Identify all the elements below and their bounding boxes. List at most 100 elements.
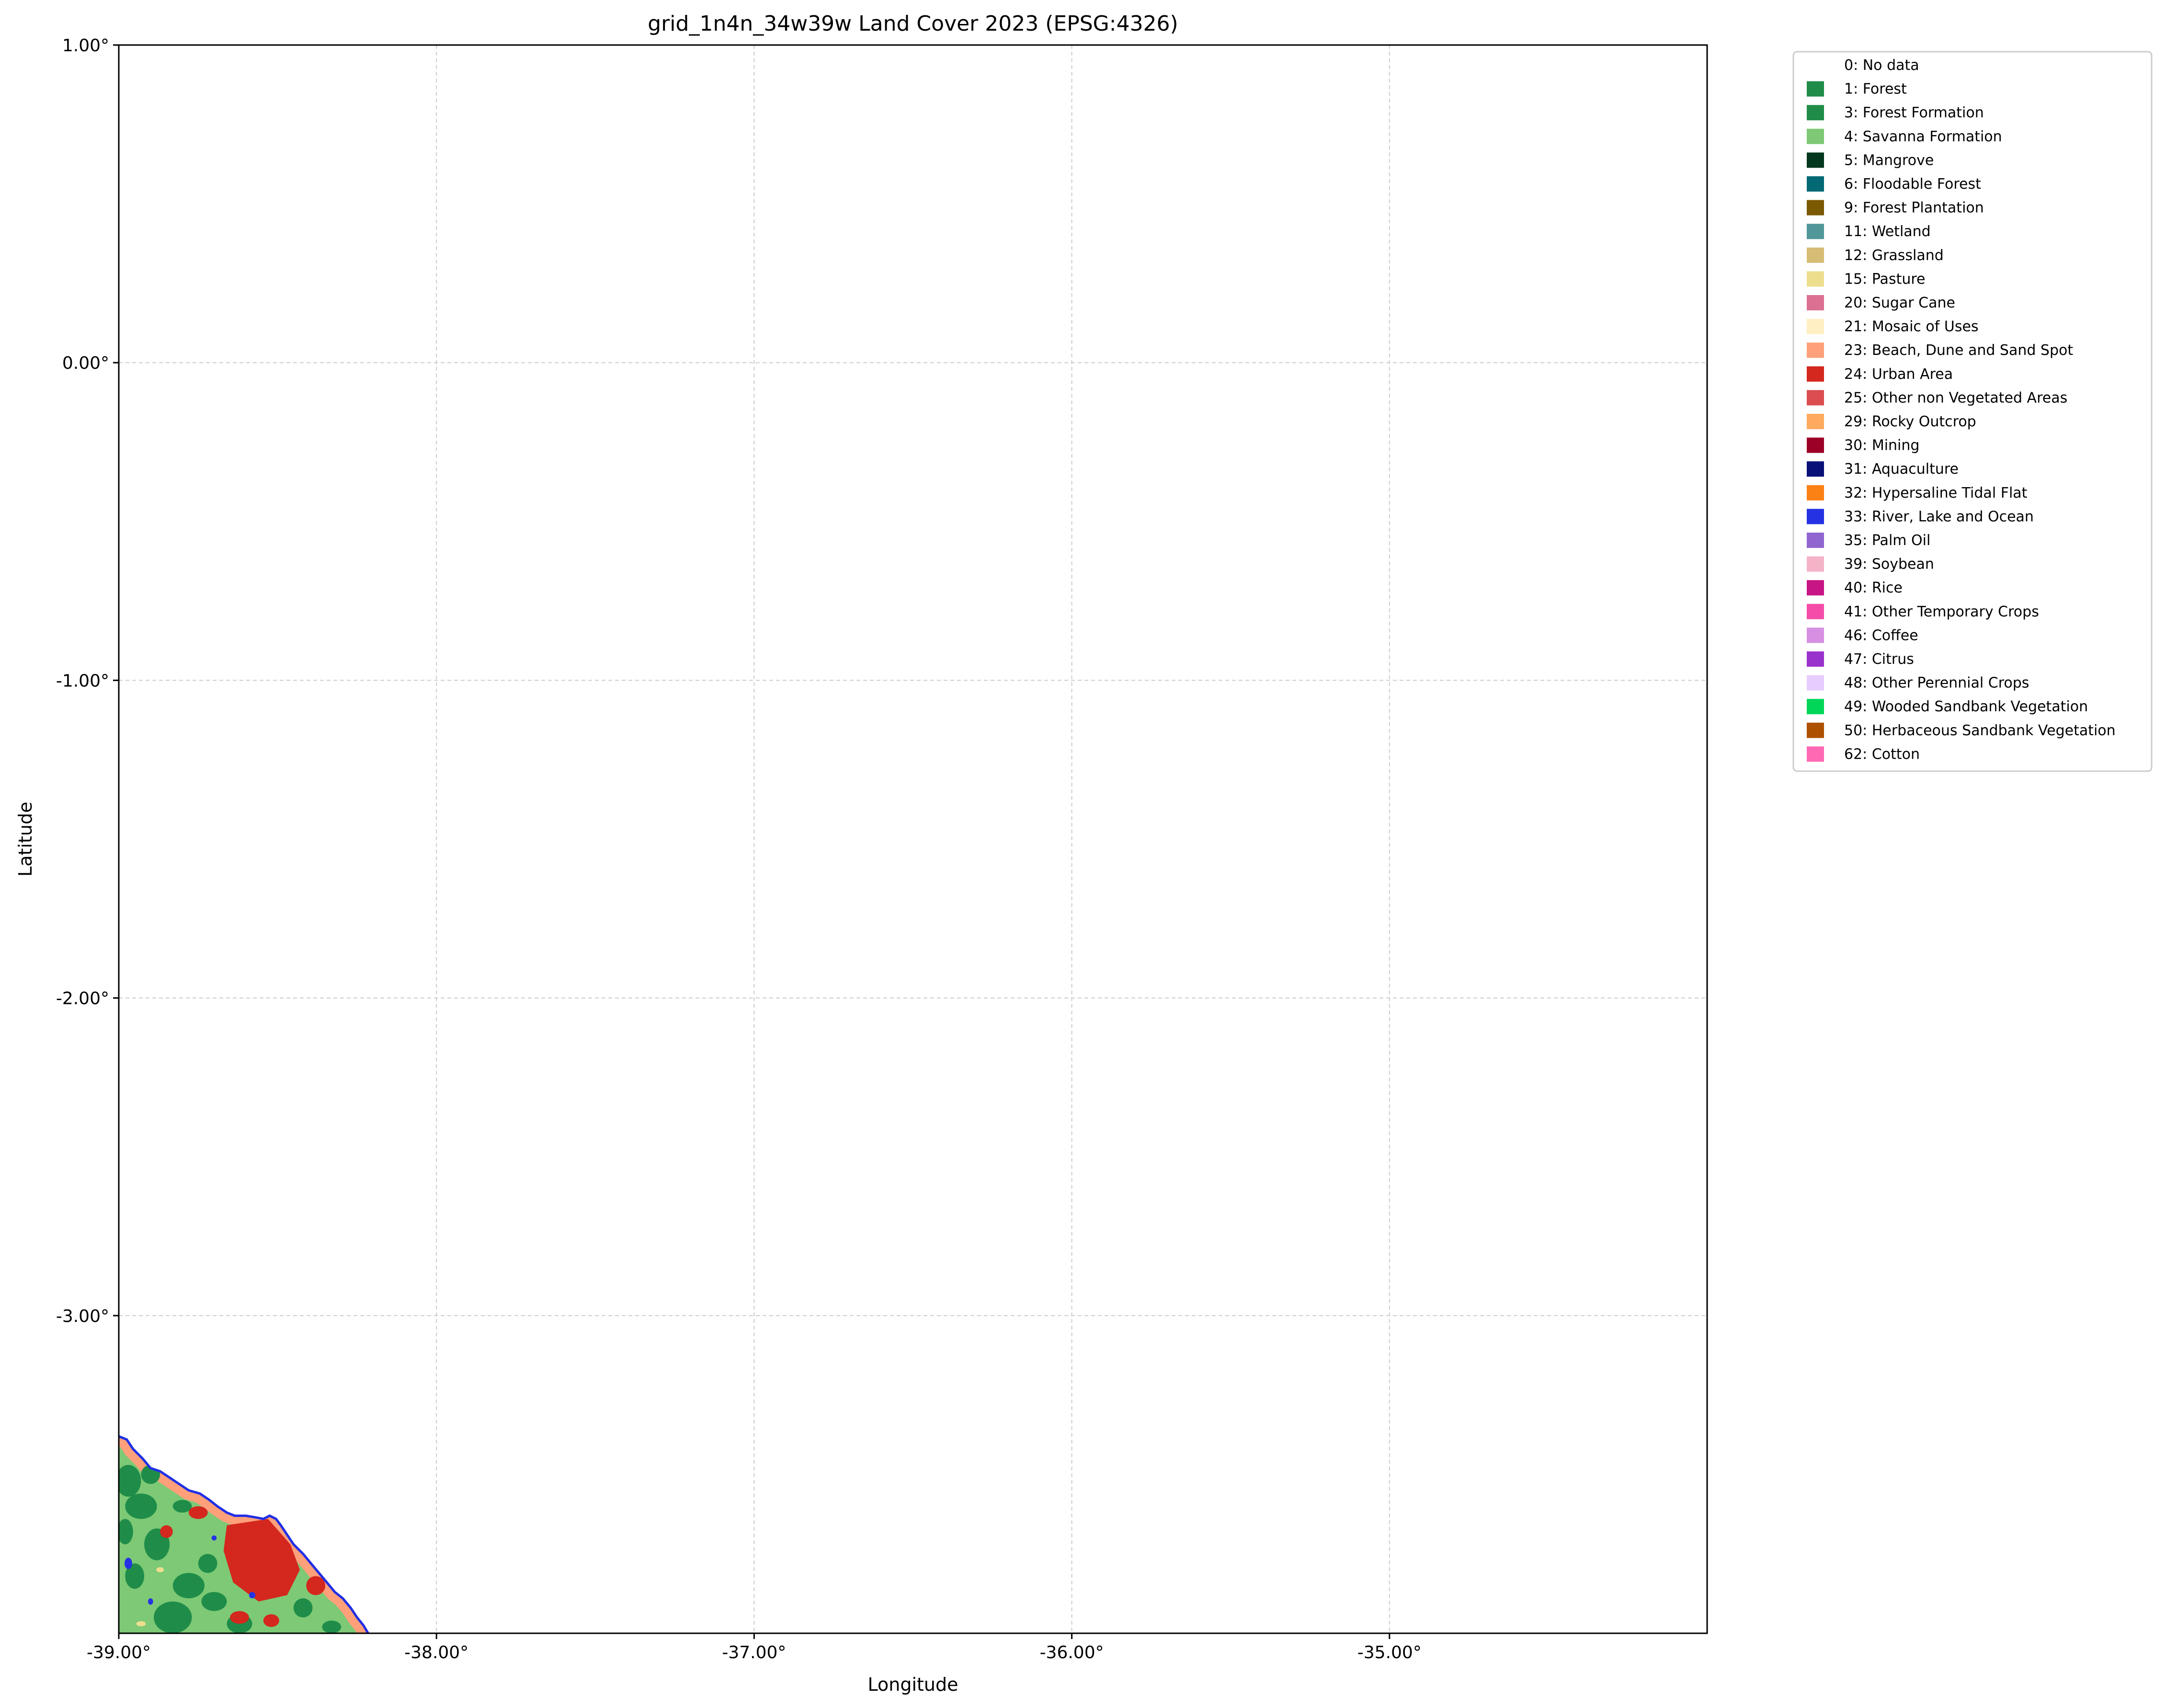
forest-patch [125,1563,145,1589]
legend-item: 41: Other Temporary Crops [1807,603,2039,620]
legend-label: 48: Other Perennial Crops [1844,675,2029,692]
legend-label: 0: No data [1844,57,1919,74]
legend-label: 5: Mangrove [1844,152,1934,169]
legend-swatch [1807,319,1824,334]
legend-label: 20: Sugar Cane [1844,295,1955,311]
forest-patch [153,1601,192,1633]
legend-item: 48: Other Perennial Crops [1807,675,2029,692]
water-body [148,1598,153,1605]
urban-patch [160,1525,173,1538]
land-cover-raster [119,1436,368,1633]
legend-label: 24: Urban Area [1844,366,1953,383]
y-tick-label: -1.00° [56,671,109,691]
legend-item: 25: Other non Vegetated Areas [1807,389,2067,406]
legend-swatch [1807,722,1824,738]
forest-patch [293,1598,313,1617]
legend-label: 12: Grassland [1844,247,1944,264]
legend-label: 25: Other non Vegetated Areas [1844,389,2067,406]
legend-item: 9: Forest Plantation [1807,200,1984,216]
legend-swatch [1807,366,1824,382]
legend-box [1792,51,2153,772]
legend-label: 3: Forest Formation [1844,104,1984,121]
legend-item: 0: No data [1844,57,1919,74]
legend-label: 6: Floodable Forest [1844,176,1981,193]
legend-swatch [1807,271,1824,287]
water-body [249,1592,256,1599]
water-body [124,1558,132,1570]
legend-swatch [1807,603,1824,619]
pasture-patch [156,1567,164,1572]
forest-patch [119,1519,133,1545]
legend-label: 40: Rice [1844,580,1903,596]
forest-patch [198,1554,217,1573]
legend-swatch [1807,390,1824,406]
forest-patch [125,1493,157,1519]
legend-item: 29: Rocky Outcrop [1807,413,1976,430]
x-tick-label: -39.00° [87,1643,151,1662]
y-axis-ticks: 1.00° 0.00° -1.00° -2.00° -3.00° [56,36,119,1326]
legend-item: 11: Wetland [1807,223,1931,240]
legend-swatch [1807,556,1824,572]
legend-swatch [1807,414,1824,429]
legend-item: 46: Coffee [1807,627,1918,644]
forest-patch [322,1620,342,1633]
x-axis-ticks: -39.00° -38.00° -37.00° -36.00° -35.00° [87,1633,1422,1662]
y-tick-label: -2.00° [56,989,109,1009]
legend-swatch [1807,176,1824,192]
x-tick-label: -35.00° [1357,1643,1422,1662]
urban-patch [263,1614,279,1627]
x-tick-label: -38.00° [404,1643,468,1662]
legend-swatch [1807,128,1824,144]
legend-item: 30: Mining [1807,437,1919,454]
legend-label: 21: Mosaic of Uses [1844,319,1979,335]
legend-item: 21: Mosaic of Uses [1807,319,1979,335]
legend-swatch [1807,224,1824,239]
legend-label: 4: Savanna Formation [1844,128,2002,145]
forest-patch [172,1500,192,1513]
legend-item: 5: Mangrove [1807,152,1934,169]
legend-swatch [1807,746,1824,762]
forest-patch [201,1592,227,1611]
legend-label: 23: Beach, Dune and Sand Spot [1844,342,2073,359]
legend-label: 1: Forest [1844,81,1907,98]
legend-swatch [1807,461,1824,477]
forest-patch [172,1572,205,1599]
legend-label: 15: Pasture [1844,271,1925,287]
legend-item: 3: Forest Formation [1807,104,1984,121]
legend-item: 23: Beach, Dune and Sand Spot [1807,342,2073,359]
legend-label: 49: Wooded Sandbank Vegetation [1844,698,2088,715]
legend-label: 62: Cotton [1844,746,1920,763]
x-tick-label: -36.00° [1040,1643,1104,1662]
legend-item: 50: Herbaceous Sandbank Vegetation [1807,722,2116,739]
legend-label: 47: Citrus [1844,651,1914,668]
legend-item: 33: River, Lake and Ocean [1807,508,2034,525]
legend-item: 40: Rice [1807,580,1903,596]
legend-swatch [1807,533,1824,548]
x-axis-label: Longitude [868,1674,958,1695]
legend-item: 35: Palm Oil [1807,532,1930,549]
legend-item: 4: Savanna Formation [1807,128,2002,145]
legend-swatch [1807,651,1824,667]
legend-swatch [1807,200,1824,216]
legend-label: 11: Wetland [1844,223,1931,240]
plot-frame [118,44,1708,1634]
legend-swatch [1807,580,1824,596]
legend-item: 32: Hypersaline Tidal Flat [1807,485,2028,501]
forest-patch [119,1465,141,1497]
legend-swatch [1807,509,1824,524]
legend-item: 6: Floodable Forest [1807,176,1981,193]
legend-label: 9: Forest Plantation [1844,200,1984,216]
legend-swatch [1807,342,1824,358]
legend-swatch [1807,295,1824,310]
legend-item: 12: Grassland [1807,247,1944,264]
legend-item: 31: Aquaculture [1807,461,1959,478]
urban-area [223,1519,300,1602]
legend-item: 1: Forest [1807,81,1907,98]
legend-label: 50: Herbaceous Sandbank Vegetation [1844,722,2116,739]
legend-label: 32: Hypersaline Tidal Flat [1844,485,2028,501]
legend-item: 47: Citrus [1807,651,1914,668]
y-axis-label: Latitude [15,802,36,877]
legend-label: 46: Coffee [1844,627,1918,644]
gridlines [118,45,1707,1633]
